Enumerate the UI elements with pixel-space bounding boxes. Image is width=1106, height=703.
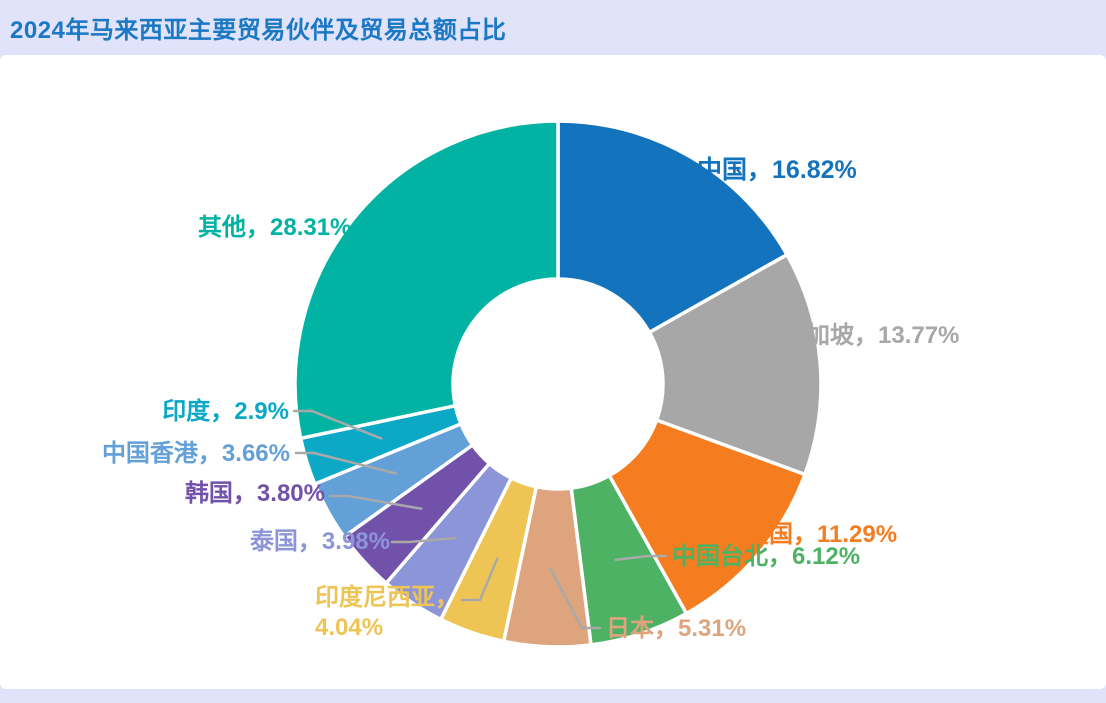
slice-label-japan: 日本，5.31% <box>606 615 747 642</box>
slice-label-thailand: 泰国，3.98% <box>249 528 390 555</box>
slice-label-others: 其他，28.31% <box>198 214 352 241</box>
donut-slice-新加坡 <box>647 252 823 477</box>
slice-label-usa: 美国，11.29% <box>745 521 898 548</box>
slice-label-india: 印度，2.9% <box>162 398 289 425</box>
slice-label-taipei: 中国台北，6.12% <box>672 543 861 570</box>
leader-line-中国香港 <box>294 451 398 475</box>
leader-line-印度 <box>292 409 383 440</box>
slice-label-indonesia: 印度尼西亚，4.04% <box>315 584 459 641</box>
title-bar: 2024年马来西亚主要贸易伙伴及贸易总额占比 <box>0 0 1106 55</box>
slice-label-singapore: 新加坡，13.77% <box>782 322 960 349</box>
slice-label-hongkong: 中国香港，3.66% <box>101 440 290 467</box>
leader-line-泰国 <box>390 536 457 544</box>
donut-slice-其他 <box>293 119 560 441</box>
leader-line-中国台北 <box>614 554 668 561</box>
donut-chart <box>292 119 823 649</box>
leader-line-韩国 <box>328 494 423 510</box>
slice-label-china: 中国，16.82% <box>697 156 857 184</box>
chart-card: 中国，16.82% 新加坡，13.77% 美国，11.29% 中国台北，6.12… <box>0 55 1106 689</box>
leader-line-印度尼西亚 <box>460 557 499 602</box>
donut-slice-美国 <box>607 418 807 616</box>
page-title: 2024年马来西亚主要贸易伙伴及贸易总额占比 <box>10 17 507 44</box>
donut-slice-中国 <box>556 119 789 335</box>
leader-line-日本 <box>549 567 602 630</box>
slice-label-korea: 韩国，3.80% <box>184 480 325 507</box>
